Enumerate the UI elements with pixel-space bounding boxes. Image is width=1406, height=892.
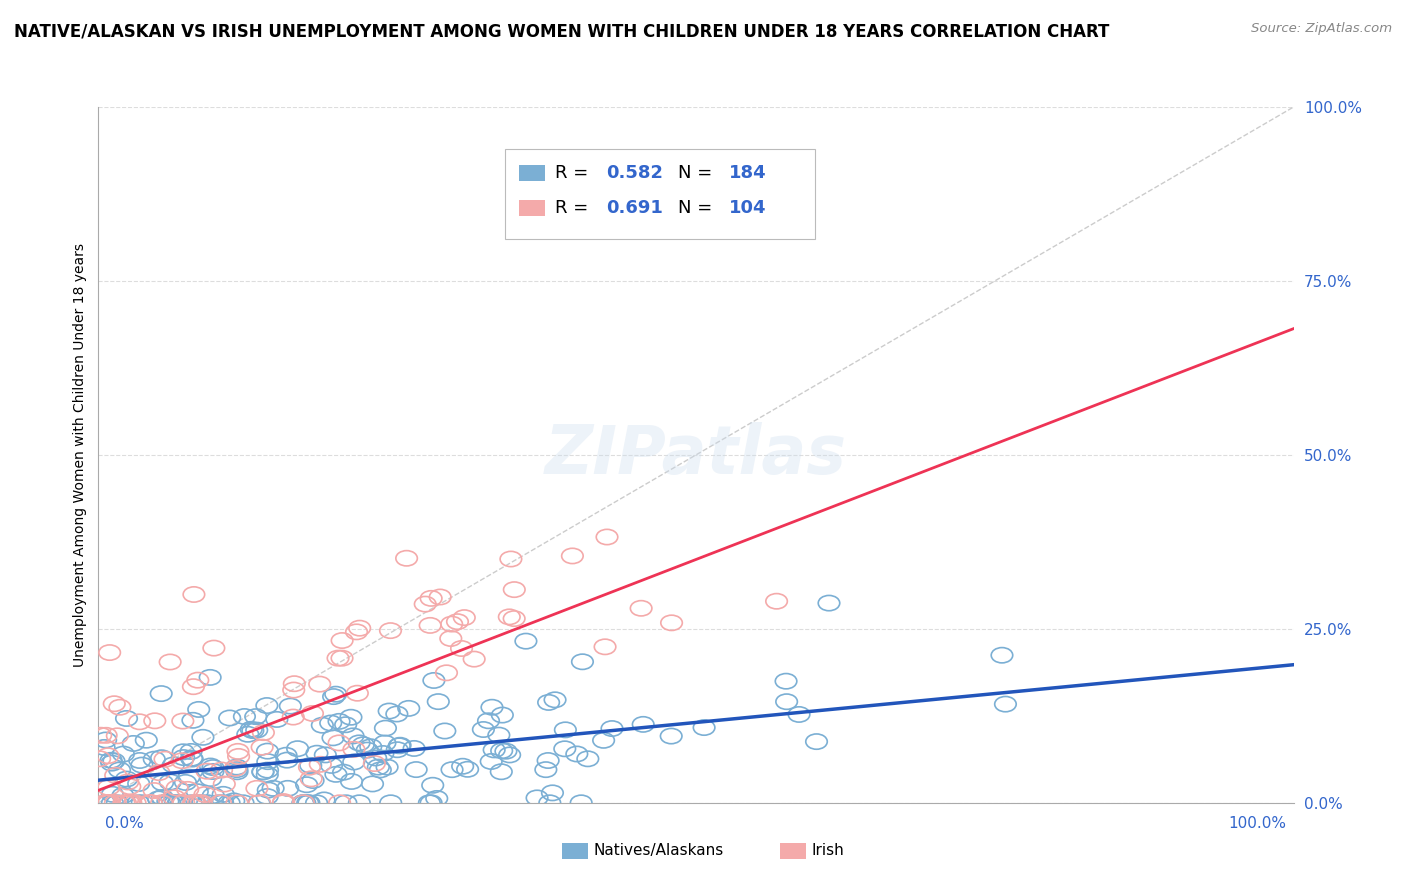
Text: N =: N = (678, 164, 718, 182)
Text: 0.691: 0.691 (606, 199, 664, 217)
Text: 100.0%: 100.0% (1229, 816, 1286, 831)
Text: N =: N = (678, 199, 718, 217)
Text: R =: R = (555, 199, 593, 217)
Text: NATIVE/ALASKAN VS IRISH UNEMPLOYMENT AMONG WOMEN WITH CHILDREN UNDER 18 YEARS CO: NATIVE/ALASKAN VS IRISH UNEMPLOYMENT AMO… (14, 22, 1109, 40)
Text: Irish: Irish (811, 844, 844, 858)
Text: Source: ZipAtlas.com: Source: ZipAtlas.com (1251, 22, 1392, 36)
Text: R =: R = (555, 164, 593, 182)
FancyBboxPatch shape (519, 166, 546, 181)
Text: ZIPatlas: ZIPatlas (546, 422, 846, 488)
Text: 184: 184 (730, 164, 768, 182)
Text: 104: 104 (730, 199, 766, 217)
FancyBboxPatch shape (505, 149, 815, 239)
FancyBboxPatch shape (519, 201, 546, 216)
Text: 0.582: 0.582 (606, 164, 664, 182)
Y-axis label: Unemployment Among Women with Children Under 18 years: Unemployment Among Women with Children U… (73, 243, 87, 667)
Text: 0.0%: 0.0% (105, 816, 145, 831)
Text: Natives/Alaskans: Natives/Alaskans (593, 844, 724, 858)
